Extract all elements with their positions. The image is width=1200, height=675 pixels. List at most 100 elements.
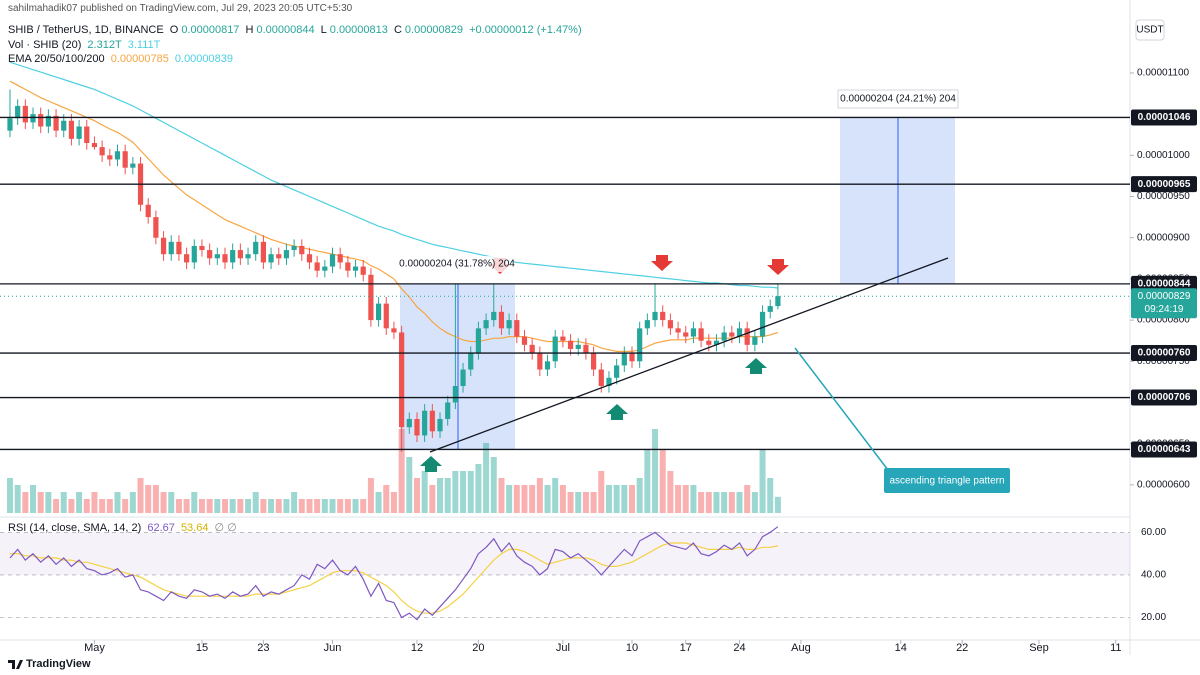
- rsi-label: RSI (14, close, SMA, 14, 2): [8, 522, 142, 534]
- rsi-ma-line: [10, 542, 779, 614]
- candle-body: [122, 151, 128, 168]
- volume-bar: [613, 485, 620, 513]
- legend-main: SHIB / TetherUS, 1D, BINANCE O 0.00000817…: [8, 24, 585, 36]
- candle-body: [383, 303, 389, 329]
- candle-body: [690, 328, 697, 337]
- rsi-line: [9, 526, 779, 621]
- volume-bar: [337, 499, 344, 513]
- candle-body: [667, 320, 673, 329]
- candle-body: [168, 241, 174, 255]
- volume-bar: [68, 499, 75, 513]
- candle-body: [260, 241, 266, 263]
- volume-bar: [398, 429, 405, 513]
- change: +0.00000012 (+1.47%): [469, 24, 582, 36]
- candle-body: [445, 402, 451, 419]
- volume-bar: [682, 485, 689, 513]
- volume-bar: [245, 499, 252, 513]
- candle-body: [360, 266, 366, 275]
- volume-bar: [114, 492, 121, 513]
- x-tick-label: 20: [472, 642, 484, 654]
- volume-bar: [483, 443, 490, 513]
- candle-body: [529, 344, 535, 354]
- candle-body: [644, 320, 650, 329]
- volume-bar: [713, 492, 720, 513]
- candle-body: [544, 361, 551, 370]
- candle-body: [767, 306, 773, 312]
- candle-body: [437, 418, 443, 432]
- candle-body: [199, 245, 205, 251]
- volume-bar: [759, 450, 766, 513]
- candle-body: [368, 274, 374, 321]
- candle-body: [306, 254, 313, 263]
- x-tick-label: May: [84, 642, 105, 654]
- candle-body: [176, 241, 182, 255]
- last-price-label: 0.00000829: [1138, 291, 1191, 302]
- volume-bar: [744, 485, 751, 513]
- currency-button[interactable]: [1135, 19, 1165, 41]
- brand: TradingView: [26, 658, 91, 670]
- volume-bar: [621, 485, 628, 513]
- candle-body: [552, 336, 558, 362]
- brand-logo: [8, 660, 23, 669]
- volume-bar: [60, 492, 67, 513]
- level-label-bg: [1131, 275, 1197, 292]
- measure-label-bg: [837, 89, 959, 109]
- volume-bar: [636, 478, 643, 513]
- candle-body: [76, 126, 82, 139]
- volume-bar: [30, 485, 37, 513]
- legend-volume: Vol · SHIB (20) 2.312T 3.111T: [8, 39, 163, 51]
- volume-bar: [406, 457, 413, 513]
- volume-bar: [413, 478, 420, 513]
- ema-line: [9, 61, 778, 289]
- candle-body: [675, 328, 681, 333]
- ema-value: 0.00000839: [174, 53, 234, 65]
- volume-bar: [268, 499, 275, 513]
- volume-bar: [229, 499, 236, 513]
- rsi-tick-label: 40.00: [1141, 570, 1166, 581]
- volume-bar: [168, 492, 175, 513]
- symbol: SHIB / TetherUS, 1D, BINANCE: [8, 24, 164, 36]
- candle-body: [491, 311, 497, 321]
- level-label: 0.00000706: [1138, 392, 1191, 403]
- rsi-tick-label: 20.00: [1141, 612, 1166, 623]
- publisher: sahilmahadik07 published on TradingView.…: [8, 3, 353, 14]
- candle-body: [291, 245, 297, 251]
- measure-label: 0.00000204 (31.78%) 204: [399, 259, 515, 270]
- currency-button-label[interactable]: USDT: [1136, 25, 1163, 36]
- callout-text: ascending triangle pattern: [889, 476, 1004, 487]
- ema-label: EMA 20/50/100/200: [8, 53, 105, 65]
- candle-body: [30, 114, 36, 123]
- volume-bar: [736, 492, 743, 513]
- candle-body: [22, 105, 28, 123]
- volume-bar: [582, 492, 589, 513]
- volume-bar: [291, 492, 298, 513]
- candle-body: [575, 344, 581, 349]
- volume-bar: [45, 492, 52, 513]
- callout-box: [884, 468, 1010, 493]
- candle-body: [475, 328, 482, 354]
- ohlc-key: O: [169, 24, 179, 36]
- level-label: 0.00000844: [1138, 278, 1191, 289]
- candle-body: [153, 217, 159, 238]
- volume-bar: [137, 478, 144, 513]
- candle-body: [84, 126, 90, 143]
- y-tick-label: 0.00001100: [1137, 68, 1190, 79]
- volume-bar: [444, 478, 451, 513]
- volume-bar: [99, 499, 106, 513]
- volume-ma: 3.111T: [127, 39, 161, 51]
- candle-body: [322, 266, 328, 271]
- candle-body: [245, 254, 251, 259]
- x-tick-label: 12: [411, 642, 423, 654]
- ohlc-value: 0.00000813: [329, 24, 388, 36]
- volume-bar: [437, 478, 444, 513]
- candle-body: [61, 120, 67, 131]
- candle-body: [253, 241, 259, 255]
- volume-bar: [390, 492, 397, 513]
- volume-bar: [544, 485, 551, 513]
- volume-bar: [628, 485, 635, 513]
- up-arrow: [420, 456, 442, 472]
- candle-body: [637, 328, 643, 362]
- candle-body: [214, 254, 220, 259]
- candle-body: [422, 410, 428, 436]
